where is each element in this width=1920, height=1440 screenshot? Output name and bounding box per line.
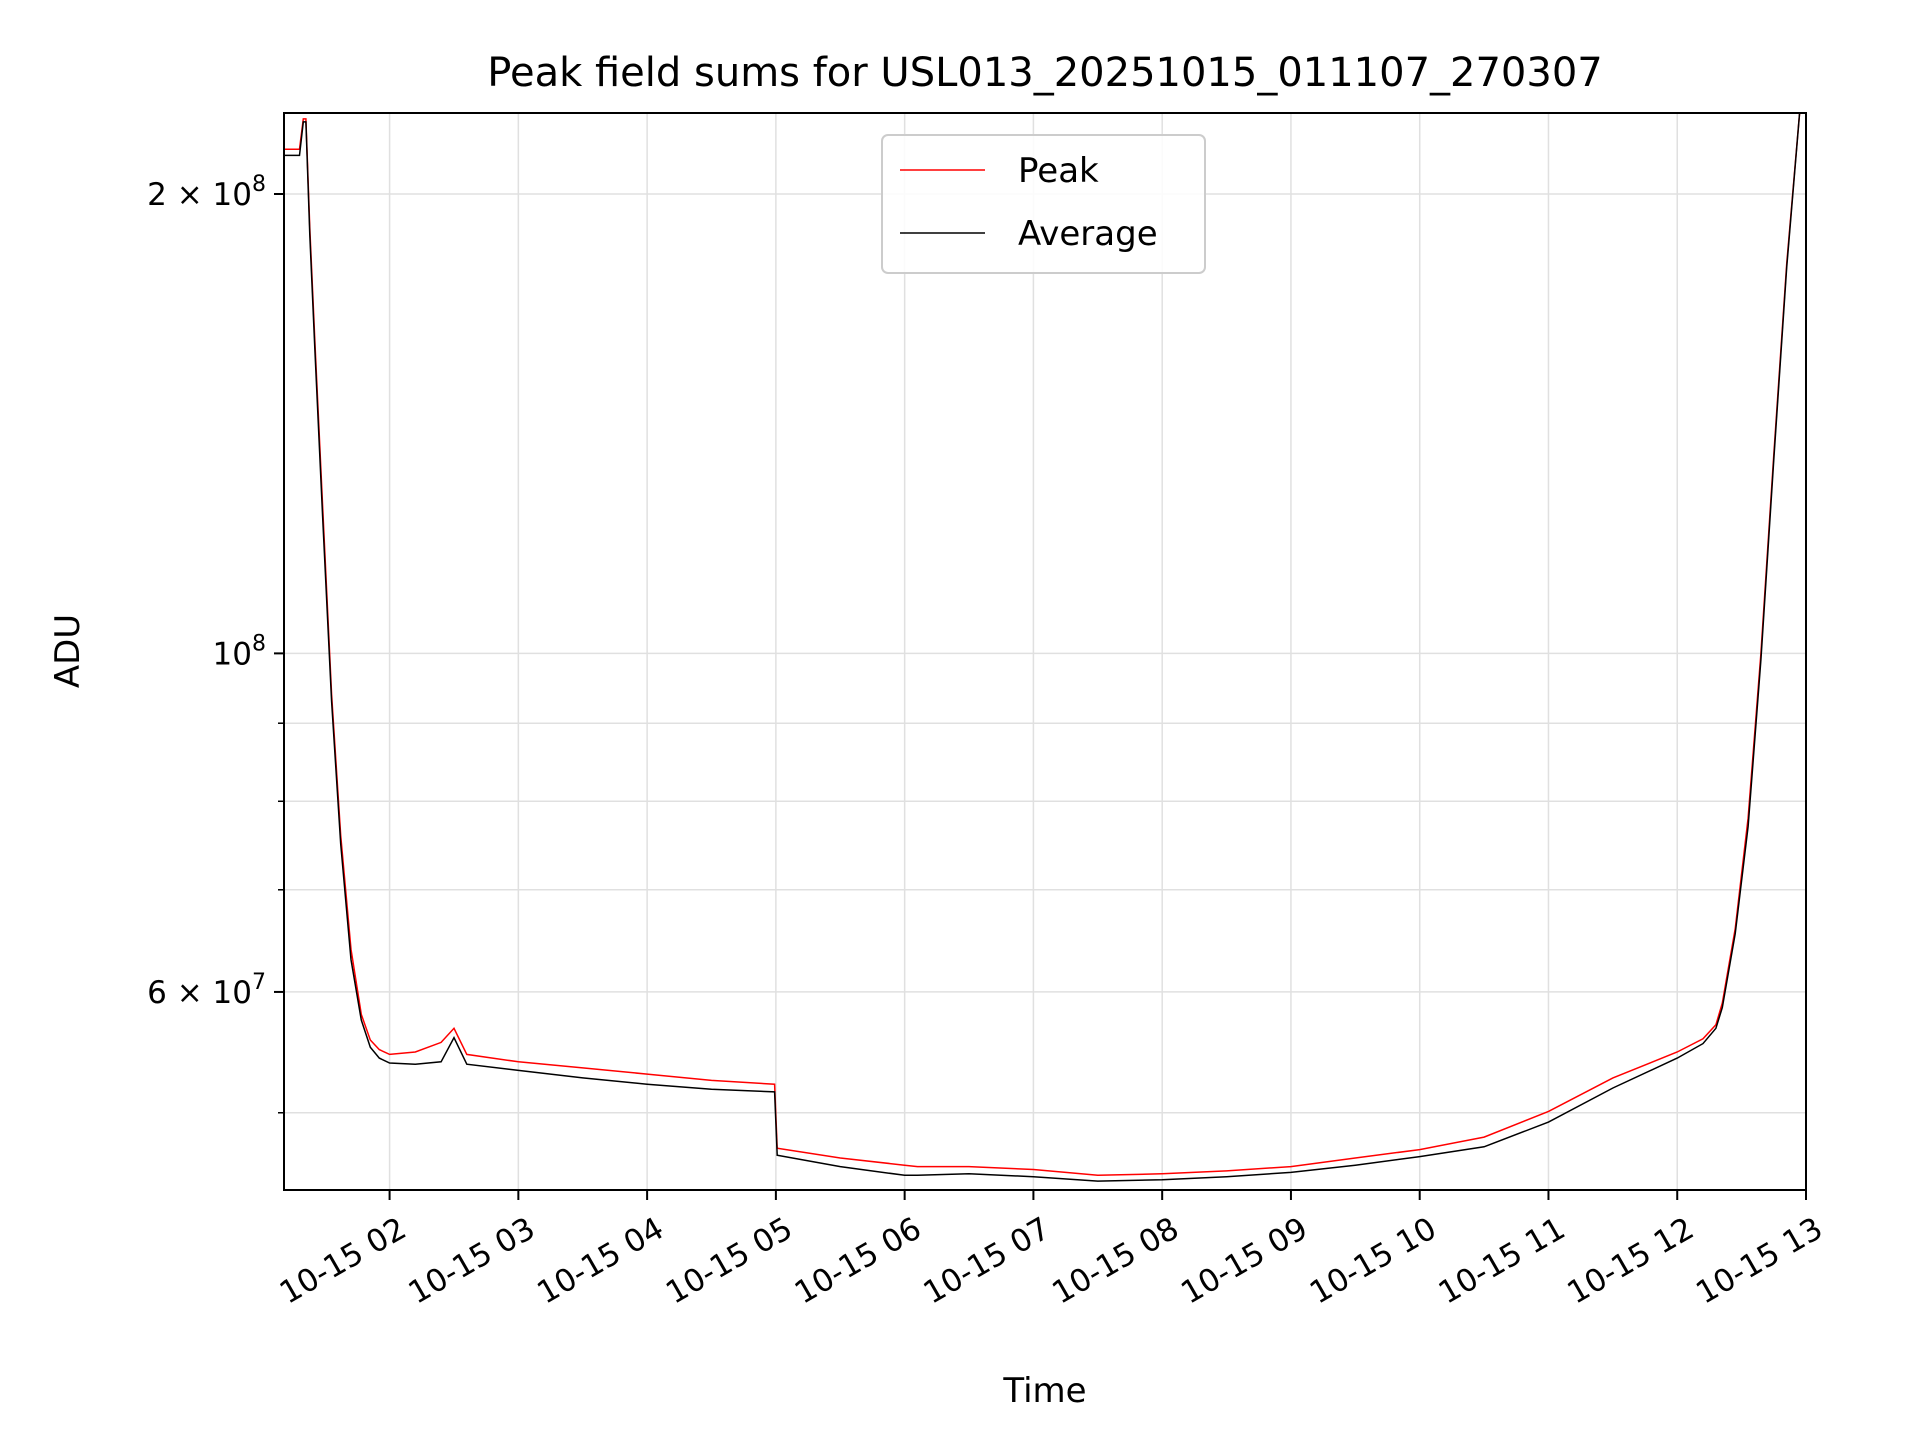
x-tick-label: 10-15 11 bbox=[1433, 1211, 1572, 1312]
y-tick-label: 6 × 107 bbox=[147, 970, 266, 1011]
grid-lines bbox=[284, 113, 1807, 1190]
x-tick-label: 10-15 12 bbox=[1561, 1211, 1700, 1312]
x-tick-label: 10-15 06 bbox=[789, 1211, 928, 1312]
x-tick-label: 10-15 10 bbox=[1304, 1211, 1443, 1312]
y-axis-label: ADU bbox=[48, 614, 88, 688]
x-tick-label: 10-15 04 bbox=[531, 1211, 670, 1312]
plot-frame bbox=[283, 112, 1807, 1191]
x-tick-label: 10-15 09 bbox=[1175, 1211, 1314, 1312]
x-tick-label: 10-15 13 bbox=[1690, 1211, 1829, 1312]
legend-label-average: Average bbox=[1018, 214, 1158, 254]
x-tick-label: 10-15 05 bbox=[660, 1211, 799, 1312]
x-tick-label: 10-15 07 bbox=[918, 1211, 1057, 1312]
y-axis-ticks: 2 × 108 108 6 × 107 bbox=[147, 172, 284, 1114]
series-lines bbox=[284, 113, 1801, 1182]
x-tick-label: 10-15 02 bbox=[274, 1211, 413, 1312]
y-tick-label: 2 × 108 bbox=[147, 172, 266, 213]
y-tick-label: 108 bbox=[213, 631, 266, 672]
chart-title: Peak field sums for USL013_20251015_0111… bbox=[487, 50, 1602, 96]
legend-label-peak: Peak bbox=[1018, 151, 1099, 191]
x-tick-label: 10-15 08 bbox=[1046, 1211, 1185, 1312]
x-tick-label: 10-15 03 bbox=[402, 1211, 541, 1312]
x-axis-label: Time bbox=[1002, 1371, 1086, 1411]
series-line-average bbox=[284, 113, 1801, 1182]
legend: Peak Average bbox=[881, 134, 1206, 274]
